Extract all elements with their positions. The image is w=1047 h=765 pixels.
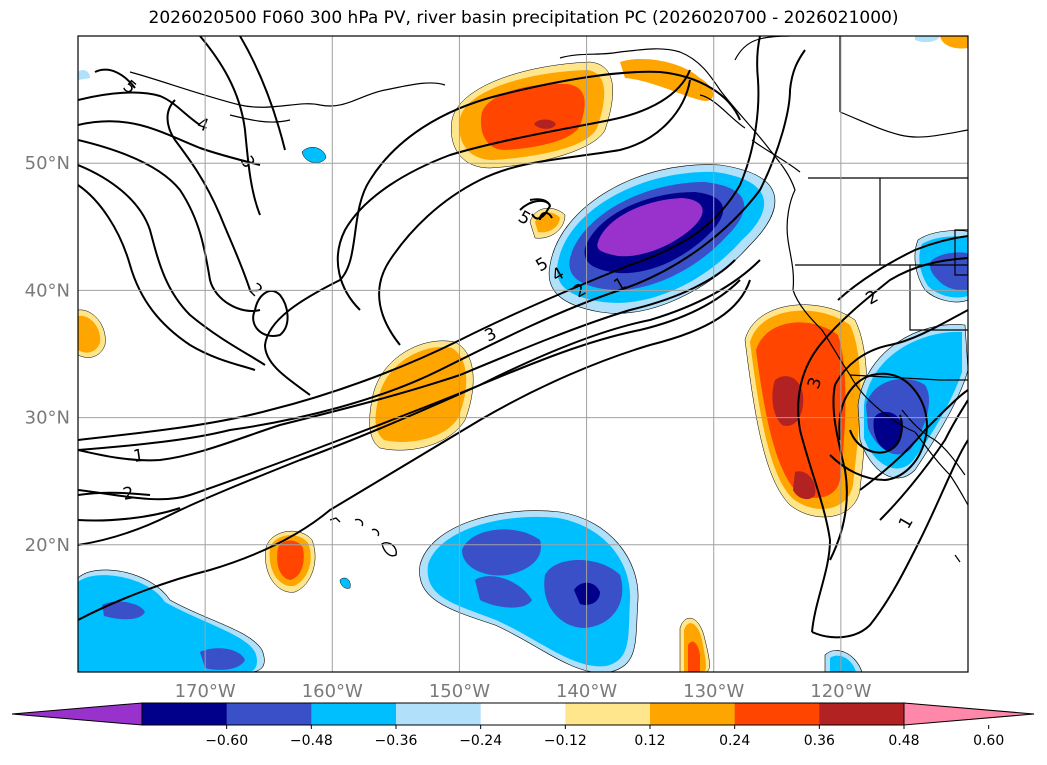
colorbar-extend-low xyxy=(11,702,143,726)
colorbar: −0.60 −0.48 −0.36 −0.24 −0.12 0.12 0.24 0.36 0.4… xyxy=(11,702,1035,749)
colorbar-tick-label: 0.12 xyxy=(634,733,665,749)
colorbar-frame xyxy=(141,702,905,726)
pv-contours xyxy=(78,36,968,639)
anomaly-positive-small xyxy=(78,36,968,672)
anomaly-positive-north-pacific xyxy=(451,58,714,169)
colorbar-tick-label: 0.48 xyxy=(888,733,919,749)
colorbar-tick-label: −0.12 xyxy=(544,733,587,749)
colorbar-segment xyxy=(819,703,905,725)
lon-tick-label: 130°W xyxy=(683,681,744,702)
lon-tick-label: 150°W xyxy=(429,681,490,702)
colorbar-segment xyxy=(650,703,736,725)
lon-tick-label: 120°W xyxy=(810,681,871,702)
colorbar-tick-label: 0.60 xyxy=(973,733,1004,749)
colorbar-extend-high xyxy=(903,702,1035,726)
chart-title: 2026020500 F060 300 hPa PV, river basin … xyxy=(148,8,899,28)
colorbar-segment xyxy=(226,703,312,725)
axis-ticks: 20°N 30°N 40°N 50°N 170°W 160°W 150°W 140°W 130°… xyxy=(25,153,872,702)
colorbar-tick-label: 0.24 xyxy=(719,733,750,749)
lat-tick-label: 20°N xyxy=(25,535,70,556)
colorbar-tick-label: −0.60 xyxy=(205,733,248,749)
lat-tick-label: 40°N xyxy=(25,280,70,301)
colorbar-tick-label: −0.36 xyxy=(375,733,418,749)
lat-tick-label: 30°N xyxy=(25,408,70,429)
map-frame xyxy=(77,35,969,673)
colorbar-segment xyxy=(396,703,482,725)
colorbar-tick-label: −0.48 xyxy=(290,733,333,749)
colorbar-segment xyxy=(565,703,651,725)
lat-tick-label: 50°N xyxy=(25,153,70,174)
contour-label: 2 xyxy=(121,483,135,505)
anomaly-negative-gulf-of-alaska xyxy=(548,164,776,314)
colorbar-tick-label: −0.24 xyxy=(459,733,502,749)
lon-tick-label: 170°W xyxy=(175,681,236,702)
colorbar-tick-label: 0.36 xyxy=(804,733,835,749)
gridlines xyxy=(78,36,968,672)
colorbar-segment xyxy=(311,703,397,725)
colorbar-segment xyxy=(480,703,566,725)
colorbar-segment xyxy=(734,703,820,725)
contour-label: 1 xyxy=(132,446,146,467)
lon-tick-label: 160°W xyxy=(302,681,363,702)
lon-tick-label: 140°W xyxy=(556,681,617,702)
colorbar-segment xyxy=(142,703,228,725)
